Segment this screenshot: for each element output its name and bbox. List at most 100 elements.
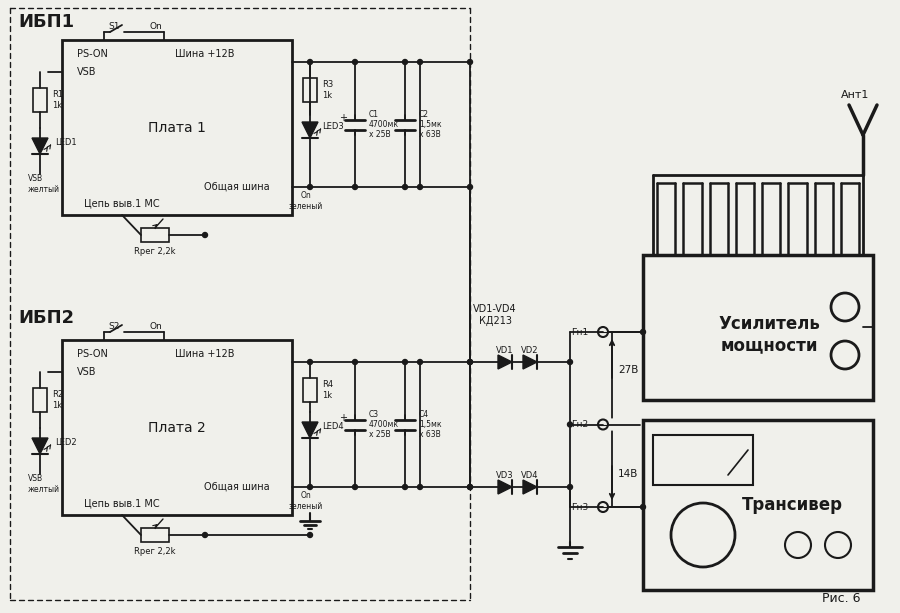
Circle shape bbox=[402, 185, 408, 189]
Circle shape bbox=[308, 185, 312, 189]
Bar bbox=[33, 388, 47, 412]
Bar bbox=[643, 420, 873, 590]
Text: +: + bbox=[339, 413, 347, 422]
Text: C2
1,5мк
х 63В: C2 1,5мк х 63В bbox=[419, 110, 442, 139]
Text: VSB
желтый: VSB желтый bbox=[28, 174, 60, 194]
Polygon shape bbox=[302, 422, 318, 438]
Circle shape bbox=[418, 359, 422, 365]
Circle shape bbox=[308, 59, 312, 64]
Text: Цепь выв.1 МС: Цепь выв.1 МС bbox=[85, 198, 160, 208]
Circle shape bbox=[202, 232, 208, 237]
Bar bbox=[62, 340, 292, 515]
Text: R1
1k: R1 1k bbox=[52, 90, 63, 110]
Text: ИБП2: ИБП2 bbox=[18, 309, 74, 327]
Circle shape bbox=[641, 504, 645, 509]
Text: S1: S1 bbox=[108, 21, 120, 31]
Text: Общая шина: Общая шина bbox=[204, 482, 270, 492]
Text: C3
4700мк
х 25В: C3 4700мк х 25В bbox=[369, 409, 399, 440]
Circle shape bbox=[467, 359, 472, 365]
Text: Рис. 6: Рис. 6 bbox=[822, 592, 860, 604]
Circle shape bbox=[568, 359, 572, 365]
Text: Трансивер: Трансивер bbox=[742, 496, 843, 514]
Polygon shape bbox=[523, 355, 537, 369]
Text: R3
1k: R3 1k bbox=[322, 80, 333, 100]
Text: R2
1k: R2 1k bbox=[52, 390, 63, 409]
Text: Усилитель
мощности: Усилитель мощности bbox=[718, 315, 821, 354]
Text: +: + bbox=[339, 113, 347, 123]
Polygon shape bbox=[498, 480, 512, 494]
Text: Гн1: Гн1 bbox=[571, 327, 588, 337]
Bar bbox=[303, 378, 317, 402]
Bar bbox=[303, 78, 317, 102]
Circle shape bbox=[353, 185, 357, 189]
Text: VD2: VD2 bbox=[521, 346, 539, 354]
Text: 27В: 27В bbox=[618, 365, 638, 375]
Text: Rрег 2,2k: Rрег 2,2k bbox=[134, 547, 176, 555]
Text: VD4: VD4 bbox=[521, 471, 539, 479]
Text: On: On bbox=[149, 21, 162, 31]
Text: PS-ON: PS-ON bbox=[77, 349, 108, 359]
Circle shape bbox=[402, 59, 408, 64]
Polygon shape bbox=[498, 355, 512, 369]
Text: Гн2: Гн2 bbox=[571, 420, 588, 429]
Text: Цепь выв.1 МС: Цепь выв.1 МС bbox=[85, 498, 160, 508]
Polygon shape bbox=[32, 138, 48, 154]
Text: VSB: VSB bbox=[77, 67, 96, 77]
Text: 14В: 14В bbox=[618, 469, 638, 479]
Circle shape bbox=[467, 359, 472, 365]
Circle shape bbox=[467, 185, 472, 189]
Bar bbox=[653, 435, 753, 485]
Polygon shape bbox=[32, 438, 48, 454]
Text: On
зеленый: On зеленый bbox=[289, 191, 323, 211]
Text: C4
1,5мк
х 63В: C4 1,5мк х 63В bbox=[419, 409, 442, 440]
Text: Шина +12В: Шина +12В bbox=[175, 349, 234, 359]
Text: LED4: LED4 bbox=[322, 422, 344, 430]
Text: C1
4700мк
х 25В: C1 4700мк х 25В bbox=[369, 110, 399, 139]
Circle shape bbox=[353, 484, 357, 490]
Polygon shape bbox=[523, 480, 537, 494]
Text: R4
1k: R4 1k bbox=[322, 380, 333, 400]
Circle shape bbox=[641, 330, 645, 335]
Text: On: On bbox=[149, 321, 162, 330]
Text: LED1: LED1 bbox=[55, 137, 76, 147]
Circle shape bbox=[418, 59, 422, 64]
Circle shape bbox=[467, 484, 472, 490]
Circle shape bbox=[467, 484, 472, 490]
Text: LED2: LED2 bbox=[55, 438, 76, 446]
Circle shape bbox=[353, 59, 357, 64]
Text: VD1: VD1 bbox=[496, 346, 514, 354]
Bar bbox=[643, 255, 873, 400]
Text: PS-ON: PS-ON bbox=[77, 49, 108, 59]
Circle shape bbox=[418, 484, 422, 490]
Text: Плата 2: Плата 2 bbox=[148, 421, 206, 435]
Polygon shape bbox=[302, 122, 318, 138]
Circle shape bbox=[467, 59, 472, 64]
Bar bbox=[62, 40, 292, 215]
Text: VD3: VD3 bbox=[496, 471, 514, 479]
Text: VD1-VD4
КД213: VD1-VD4 КД213 bbox=[473, 304, 517, 326]
Text: S2: S2 bbox=[108, 321, 120, 330]
Text: Шина +12В: Шина +12В bbox=[175, 49, 234, 59]
Text: Общая шина: Общая шина bbox=[204, 182, 270, 192]
Bar bbox=[141, 228, 169, 242]
Bar bbox=[33, 88, 47, 112]
Circle shape bbox=[308, 533, 312, 538]
Circle shape bbox=[202, 533, 208, 538]
Text: ИБП1: ИБП1 bbox=[18, 13, 74, 31]
Circle shape bbox=[568, 484, 572, 490]
Circle shape bbox=[308, 484, 312, 490]
Text: Rрег 2,2k: Rрег 2,2k bbox=[134, 246, 176, 256]
Text: Плата 1: Плата 1 bbox=[148, 121, 206, 134]
Circle shape bbox=[418, 185, 422, 189]
Circle shape bbox=[402, 359, 408, 365]
Text: Гн3: Гн3 bbox=[571, 503, 588, 511]
Text: On
зеленый: On зеленый bbox=[289, 491, 323, 511]
Text: LED3: LED3 bbox=[322, 121, 344, 131]
Circle shape bbox=[353, 359, 357, 365]
Text: VSB
желтый: VSB желтый bbox=[28, 474, 60, 493]
Circle shape bbox=[402, 484, 408, 490]
Text: Ант1: Ант1 bbox=[841, 90, 869, 100]
Circle shape bbox=[308, 359, 312, 365]
Bar bbox=[141, 528, 169, 542]
Circle shape bbox=[568, 422, 572, 427]
